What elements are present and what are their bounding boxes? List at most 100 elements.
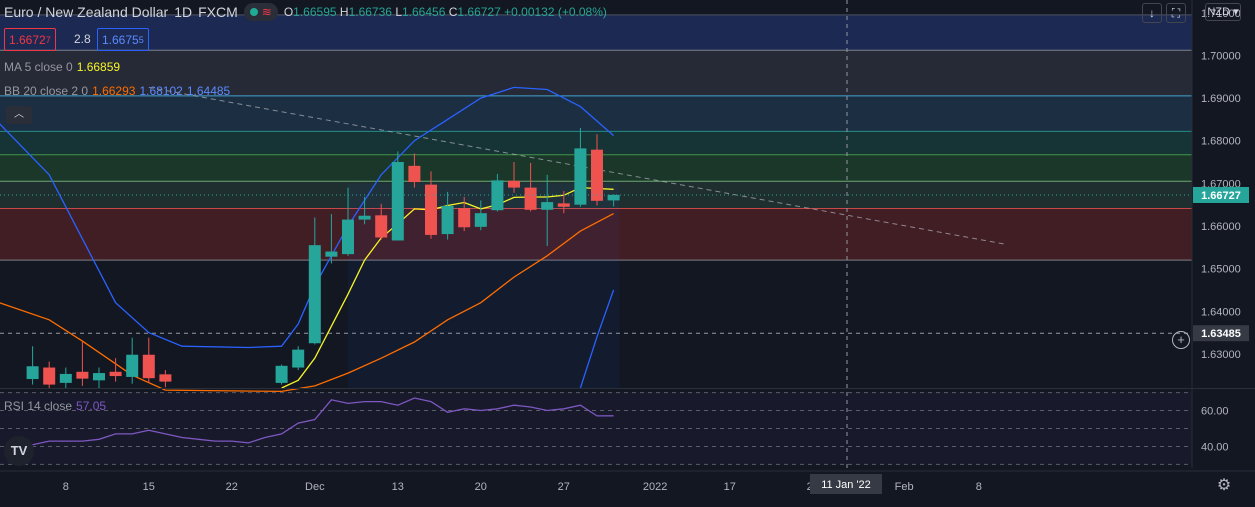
- wave-icon: ≋: [261, 5, 272, 19]
- candle: [491, 173, 504, 212]
- buy-button[interactable]: 1.6675 5: [97, 28, 149, 51]
- time-tick-label: 22: [226, 481, 238, 493]
- candle: [441, 191, 454, 240]
- rsi-legend[interactable]: RSI 14 close 57.05: [4, 399, 107, 413]
- candle-body: [126, 354, 139, 377]
- symbol-title[interactable]: Euro / New Zealand Dollar: [4, 4, 169, 20]
- candle: [425, 171, 437, 239]
- candle-body: [574, 148, 587, 205]
- candle: [574, 127, 587, 207]
- candle: [557, 191, 570, 214]
- candle: [408, 153, 421, 188]
- candle-body: [292, 349, 305, 368]
- candle-body: [43, 367, 56, 385]
- candle-body: [508, 180, 520, 188]
- candle-body: [159, 374, 172, 382]
- collapse-legend-button[interactable]: ︿: [6, 106, 32, 124]
- add-alert-button[interactable]: +: [1172, 331, 1190, 349]
- interval-label[interactable]: 1D: [174, 4, 193, 20]
- time-tick-label: 15: [143, 481, 155, 493]
- candle-body: [358, 215, 371, 220]
- candle-body: [441, 205, 454, 235]
- candle-body: [325, 251, 338, 257]
- candle: [474, 200, 487, 231]
- candle: [93, 367, 105, 389]
- candle: [43, 361, 56, 388]
- candle: [109, 358, 122, 382]
- candle-body: [425, 184, 437, 235]
- candle: [541, 174, 554, 247]
- pane-separator: [0, 388, 1255, 389]
- candle-body: [26, 366, 39, 380]
- candle: [358, 196, 371, 225]
- candle: [26, 346, 39, 385]
- fib-zone: [0, 131, 1192, 155]
- bb-lower-line: [579, 289, 615, 389]
- price-tick-label: 1.66000: [1201, 221, 1241, 233]
- time-tick-label: 17: [724, 481, 736, 493]
- candle: [59, 367, 72, 389]
- price-tick-label: 1.71000: [1201, 8, 1241, 20]
- fib-zone: [0, 95, 1192, 132]
- rsi-line: [15, 397, 614, 446]
- time-tick-label: Feb: [895, 481, 914, 493]
- sell-button[interactable]: 1.6672 7: [4, 28, 56, 51]
- price-tick-label: 1.70000: [1201, 50, 1241, 62]
- rsi-tick-label: 60.00: [1201, 406, 1229, 418]
- bb-legend[interactable]: BB 20 close 2 0 1.66293 1.68102 1.64485: [4, 84, 231, 98]
- bb-basis-line: [0, 213, 614, 393]
- candle-body: [59, 373, 72, 383]
- crosshair-price-text: 1.63485: [1201, 328, 1241, 340]
- time-tick-label: 8: [976, 481, 982, 493]
- fib-zone: [0, 208, 1192, 261]
- last-price-tag: [1193, 186, 1249, 203]
- candle: [142, 337, 155, 383]
- fib-zone: [0, 14, 1192, 51]
- candle: [159, 370, 172, 388]
- candle-body: [109, 371, 122, 377]
- candle-body: [142, 354, 155, 379]
- candle: [342, 187, 354, 256]
- candle-body: [275, 365, 288, 383]
- download-button[interactable]: ↓: [1142, 3, 1162, 23]
- candle-body: [474, 213, 487, 227]
- candle-body: [93, 373, 105, 381]
- candle-body: [557, 203, 570, 207]
- candle: [325, 214, 338, 264]
- chevron-up-icon: ︿: [14, 109, 24, 120]
- price-tick-label: 1.65000: [1201, 264, 1241, 276]
- candle: [76, 341, 89, 386]
- time-tick-label: 20: [475, 481, 487, 493]
- candle: [458, 196, 471, 232]
- candle-body: [76, 371, 89, 379]
- candle-body: [308, 245, 321, 344]
- candle-body: [607, 194, 620, 201]
- price-tick-label: 1.64000: [1201, 306, 1241, 318]
- gear-icon[interactable]: ⚙: [1216, 477, 1232, 494]
- crosshair-date-text: 11 Jan '22: [821, 479, 871, 491]
- candle-body: [408, 165, 421, 183]
- candle: [524, 162, 537, 212]
- candle-body: [458, 208, 471, 228]
- candle: [607, 194, 620, 207]
- market-open-dot-icon: [249, 8, 258, 16]
- fullscreen-button[interactable]: ⛶: [1166, 3, 1186, 23]
- candle-body: [591, 149, 603, 201]
- market-status[interactable]: ≋: [243, 3, 278, 21]
- currency-selector[interactable]: NZD ▾: [1205, 3, 1241, 21]
- candle-body: [524, 187, 537, 210]
- candle: [308, 217, 321, 345]
- crosshair-price-tag: [1193, 325, 1249, 342]
- tradingview-logo-icon[interactable]: TV: [4, 436, 34, 466]
- candle: [391, 151, 404, 241]
- candle: [292, 346, 305, 371]
- rsi-tick-label: 40.00: [1201, 441, 1229, 453]
- time-tick-label: 2022: [643, 481, 667, 493]
- ohlc-values: O1.66595 H1.66736 L1.66456 C1.66727 +0.0…: [283, 5, 607, 19]
- candle: [275, 364, 288, 385]
- candle-body: [375, 215, 388, 238]
- time-tick-label: Dec: [305, 481, 325, 493]
- ma-legend[interactable]: MA 5 close 0 1.66859: [4, 60, 121, 74]
- plus-circle-icon: +: [1177, 332, 1185, 347]
